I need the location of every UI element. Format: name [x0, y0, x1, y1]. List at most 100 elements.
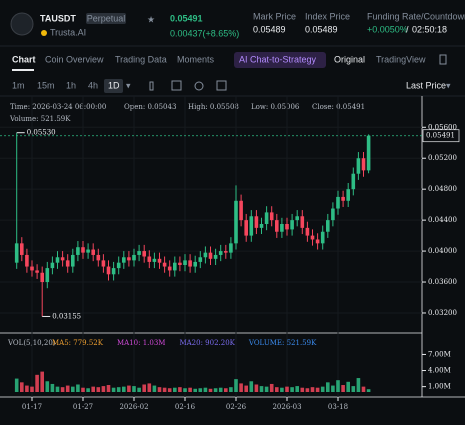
tool-icon[interactable]	[171, 80, 182, 91]
candle-body	[116, 262, 121, 269]
tab[interactable]: TradingView	[376, 54, 426, 64]
volume-bar	[346, 381, 350, 392]
dropdown[interactable]: ▾	[126, 80, 131, 90]
interval[interactable]: 4h	[88, 80, 98, 90]
price-mode[interactable]: Last Price	[406, 80, 446, 90]
favorite-star[interactable]: ★	[147, 14, 155, 24]
tool-icon[interactable]	[194, 81, 204, 91]
candle-body	[366, 135, 371, 171]
volume-bar	[280, 387, 284, 392]
volume-bar	[336, 380, 340, 392]
candle-body	[275, 220, 279, 232]
dropdown[interactable]: ▾	[446, 80, 451, 90]
volume-bar	[259, 386, 264, 392]
countdown: 02:50:18	[412, 24, 447, 34]
candle-body	[361, 158, 366, 171]
symbol[interactable]: TAUSDT	[40, 13, 76, 23]
issuer-icon	[41, 30, 47, 36]
volume-bar	[351, 386, 356, 392]
volume-bar	[269, 383, 274, 392]
volume-bar	[106, 385, 111, 392]
tab[interactable]: Chart	[12, 54, 36, 64]
volume-bar	[142, 384, 146, 392]
candle-body	[132, 254, 136, 261]
candle-body	[193, 261, 197, 267]
candle-body	[280, 224, 284, 232]
tool-icon[interactable]	[149, 81, 154, 91]
volume-bar	[239, 383, 243, 392]
volume-legend: MA20: 902.20K	[179, 339, 235, 347]
candle-body	[127, 257, 131, 261]
volume-bar	[229, 387, 233, 392]
tab[interactable]: AI Chat-to-Strategy	[239, 54, 317, 64]
candle-body	[40, 272, 44, 283]
volume-legend: MA5: 779.52K	[52, 339, 104, 347]
tab-pill	[234, 52, 326, 68]
interval[interactable]: 15m	[37, 80, 55, 90]
candle-body	[25, 254, 29, 267]
x-tick-label: 01-17	[22, 403, 42, 411]
volume-bar	[341, 385, 345, 392]
y-tick-label: 7.00M	[428, 350, 451, 358]
volume-bar	[35, 374, 39, 392]
tab[interactable]: Original	[334, 54, 365, 64]
candle-body	[326, 220, 330, 232]
volume-bar	[101, 386, 106, 392]
candle-body	[351, 173, 356, 190]
candle-body	[137, 251, 141, 255]
candle-body	[203, 252, 208, 258]
tab[interactable]: Coin Overview	[45, 54, 104, 64]
tab-icon[interactable]	[439, 54, 447, 65]
candle-body	[218, 251, 223, 255]
x-tick-label: 03-18	[328, 403, 348, 411]
interval[interactable]: 1h	[66, 80, 76, 90]
low-label: 0.03155	[52, 312, 81, 320]
badge-bg	[86, 13, 126, 24]
candle-body	[157, 258, 162, 263]
candle-body	[162, 262, 167, 267]
tab[interactable]: Trading Data	[115, 54, 167, 64]
candle-body	[188, 260, 192, 267]
info: Volume: 521.59K	[9, 115, 71, 123]
volume-bar	[198, 388, 203, 392]
candle-body	[122, 257, 126, 263]
volume-bar	[122, 386, 126, 392]
stat-value: 0.05489	[305, 24, 338, 34]
candle-body	[81, 247, 85, 253]
funding-rate: +0.0050%	[367, 24, 408, 34]
volume-bar	[305, 388, 310, 392]
volume-bar	[86, 388, 90, 392]
volume-bar	[218, 387, 223, 392]
info: Low: 0.05006	[251, 103, 300, 111]
candle-body	[259, 224, 264, 228]
volume-bar	[173, 387, 177, 392]
last-price-tag	[422, 129, 460, 143]
candle-body	[167, 266, 172, 271]
candle-body	[269, 212, 274, 221]
candle-body	[198, 257, 203, 262]
volume-bar	[361, 386, 366, 392]
volume-bar	[91, 386, 95, 392]
tool-icon[interactable]	[216, 80, 227, 91]
candle-body	[213, 254, 218, 259]
y-tick-label: 0.03200	[428, 309, 457, 317]
tab-underline	[12, 69, 34, 71]
volume-bar	[167, 388, 172, 392]
interval-selected	[104, 79, 123, 93]
price-change: 0.00437(+8.65%)	[170, 28, 239, 38]
volume-bar	[315, 387, 320, 392]
candle-body	[234, 200, 238, 244]
tab[interactable]: Moments	[177, 54, 215, 64]
candle-body	[60, 257, 65, 261]
candle-body	[35, 270, 39, 273]
volume-bar	[290, 387, 294, 392]
candle-body	[341, 196, 345, 201]
interval[interactable]: 1m	[12, 80, 25, 90]
candle-body	[147, 256, 152, 262]
candle-body	[50, 262, 55, 269]
interval[interactable]: 1D	[108, 80, 120, 90]
volume-bar	[300, 387, 305, 392]
info: Close: 0.05491	[312, 103, 365, 111]
